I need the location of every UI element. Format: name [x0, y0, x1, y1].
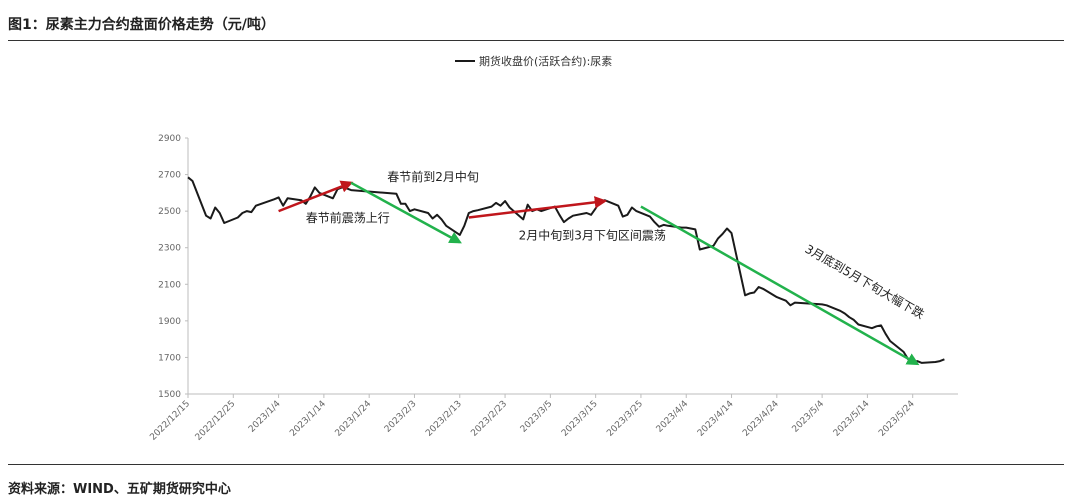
annotation-arrow-2	[350, 181, 462, 244]
x-tick-label: 2023/3/25	[605, 399, 645, 439]
y-tick-label: 1500	[158, 390, 181, 400]
annotation-arrow-4	[640, 205, 920, 366]
x-tick-label: 2023/1/4	[247, 399, 283, 435]
annotation-label-1: 春节前震荡上行	[306, 210, 390, 225]
annotation-label-2: 春节前到2月中旬	[387, 169, 479, 184]
chart-legend: 期货收盘价(活跃合约):尿素	[455, 54, 612, 68]
legend-label: 期货收盘价(活跃合约):尿素	[479, 54, 612, 68]
y-tick-label: 2500	[158, 207, 181, 217]
source-note: 资料来源：WIND、五矿期货研究中心	[8, 482, 231, 497]
x-tick-label: 2023/1/24	[334, 399, 374, 439]
y-tick-label: 1700	[158, 353, 181, 363]
x-tick-label: 2023/2/23	[469, 399, 509, 439]
x-tick-label: 2023/1/14	[288, 399, 328, 439]
y-tick-label: 1900	[158, 317, 181, 327]
page-title: 图1：尿素主力合约盘面价格走势（元/吨）	[8, 17, 275, 33]
y-tick-label: 2100	[158, 280, 181, 290]
annotation-arrow-1	[278, 180, 354, 213]
x-tick-label: 2022/12/25	[194, 399, 238, 443]
y-tick-label: 2900	[158, 134, 181, 144]
x-tick-label: 2023/5/4	[791, 399, 827, 435]
annotation-arrow-3	[468, 196, 608, 219]
x-tick-label: 2023/2/13	[424, 399, 464, 439]
y-tick-label: 2700	[158, 171, 181, 181]
y-tick-label: 2300	[158, 244, 181, 254]
x-tick-label: 2023/3/15	[560, 399, 600, 439]
x-tick-label: 2023/4/24	[741, 399, 781, 439]
x-tick-label: 2023/4/4	[655, 399, 691, 435]
x-tick-label: 2023/2/3	[383, 399, 419, 435]
bottom-divider	[8, 464, 1064, 465]
x-tick-label: 2023/5/14	[832, 399, 872, 439]
top-divider	[8, 40, 1064, 41]
x-tick-label: 2022/12/15	[148, 399, 192, 443]
series-line-urea-futures	[187, 176, 945, 364]
annotation-label-3: 2月中旬到3月下旬区间震荡	[519, 227, 666, 242]
x-tick-label: 2023/4/14	[696, 399, 736, 439]
x-tick-label: 2023/5/24	[877, 399, 917, 439]
x-tick-label: 2023/3/5	[519, 399, 555, 435]
